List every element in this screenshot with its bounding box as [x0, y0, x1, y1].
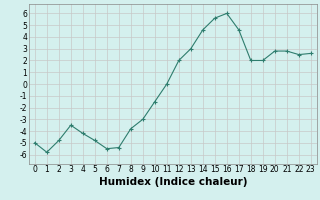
X-axis label: Humidex (Indice chaleur): Humidex (Indice chaleur)	[99, 177, 247, 187]
